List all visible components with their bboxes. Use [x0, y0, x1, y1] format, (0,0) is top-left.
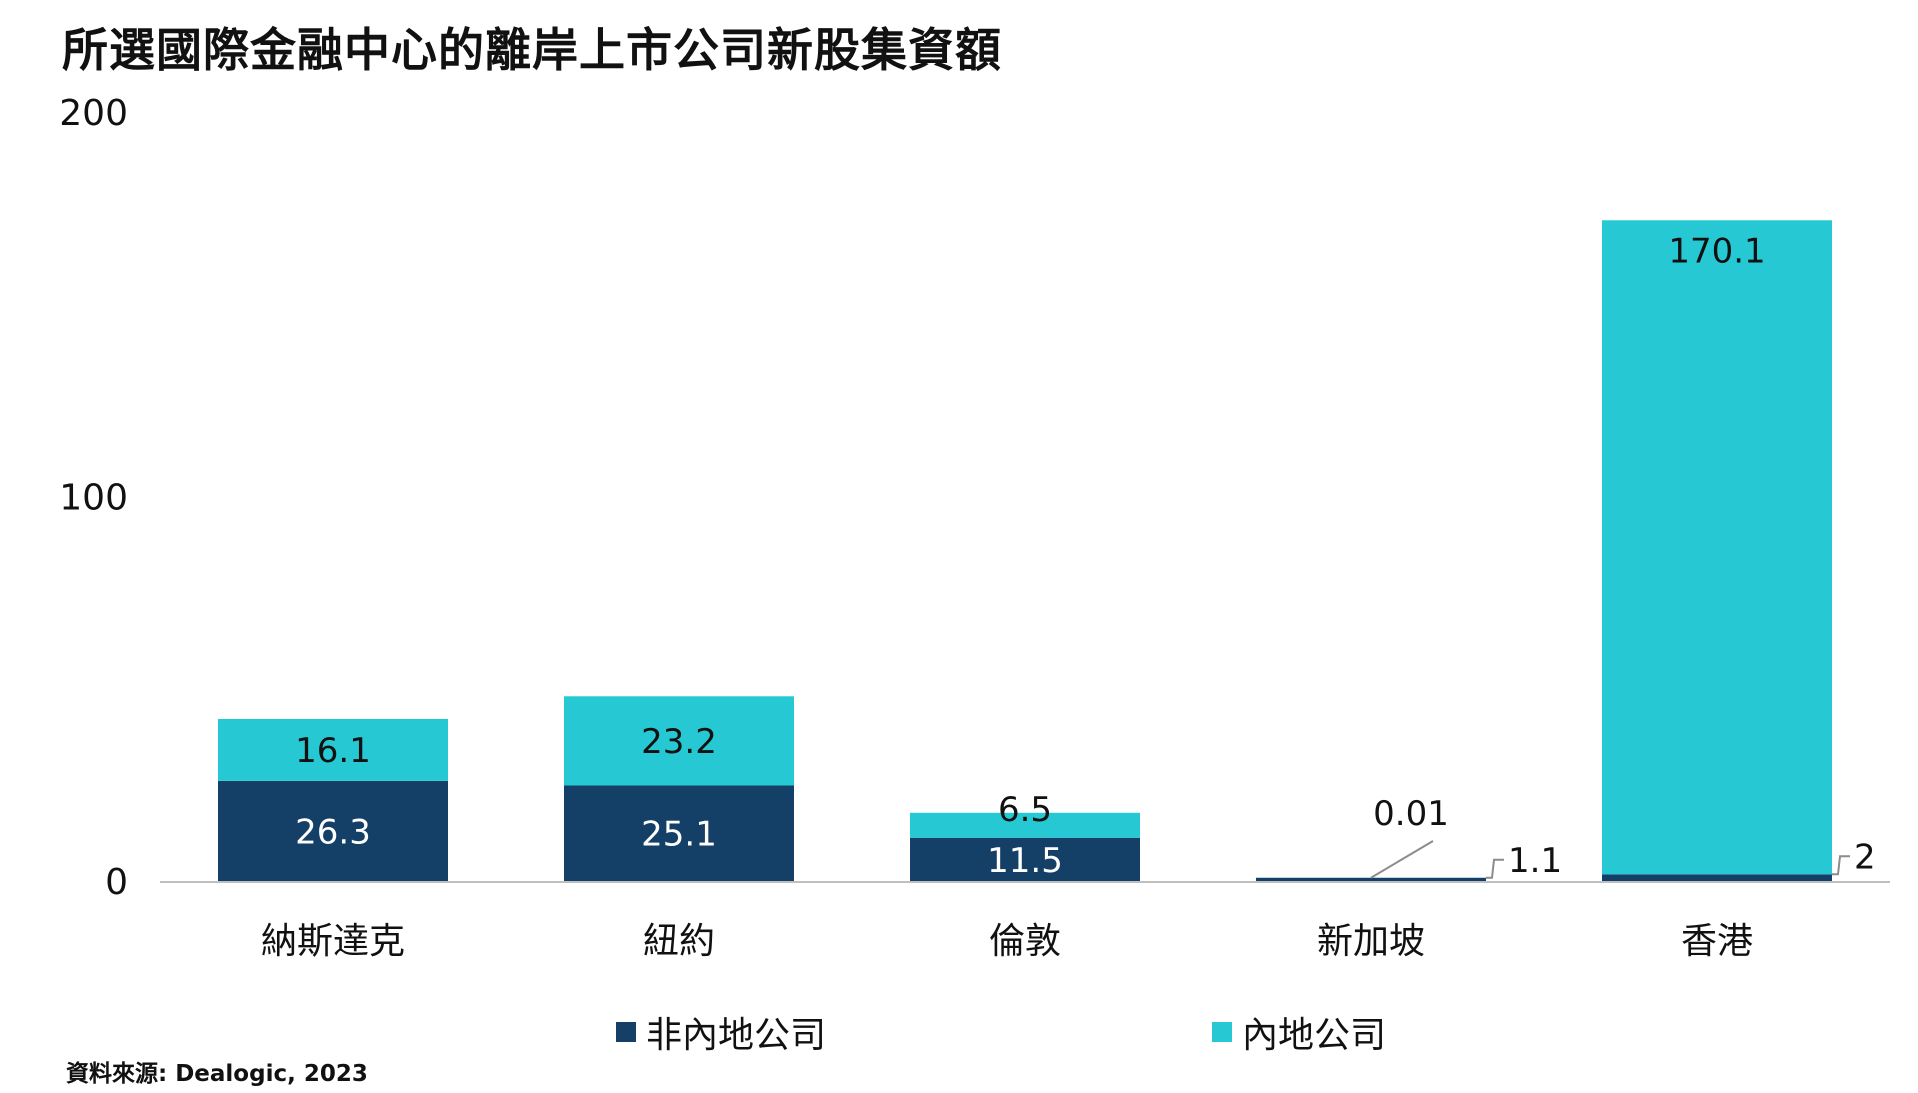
bar-group — [218, 220, 1832, 882]
y-tick-label: 0 — [105, 862, 128, 903]
bar-non-mainland — [910, 837, 1140, 882]
legend-label-mainland: 內地公司 — [1242, 1015, 1387, 1056]
x-tick-label: 納斯達克 — [261, 921, 405, 962]
leader-line — [1832, 855, 1850, 876]
legend-swatch-mainland — [1212, 1022, 1232, 1042]
data-label-mainland: 16.1 — [295, 731, 371, 771]
bar-mainland — [564, 696, 794, 786]
x-tick-label: 香港 — [1681, 921, 1753, 962]
bar-non-mainland — [564, 785, 794, 882]
x-axis-ticks: 納斯達克 紐約 倫敦 新加坡 香港 — [261, 921, 1753, 962]
legend-label-non-mainland: 非內地公司 — [646, 1015, 827, 1056]
chart-title: 所選國際金融中心的離岸上市公司新股集資額 — [62, 23, 1002, 77]
legend-item-mainland: 內地公司 — [1212, 1006, 1386, 1058]
bar-mainland — [1602, 220, 1832, 875]
y-axis-ticks: 0 100 200 — [59, 93, 128, 903]
data-label-mainland: 0.01 — [1373, 794, 1449, 834]
legend-swatch-non-mainland — [616, 1022, 636, 1042]
data-label-mainland: 170.1 — [1668, 231, 1765, 271]
data-label-non-mainland: 2 — [1854, 837, 1876, 877]
data-label-mainland: 23.2 — [641, 722, 717, 762]
legend-item-non-mainland: 非內地公司 — [616, 1006, 826, 1058]
x-tick-label: 新加坡 — [1317, 921, 1425, 962]
data-label-non-mainland: 1.1 — [1508, 841, 1562, 881]
y-tick-label: 200 — [59, 93, 128, 134]
data-label-non-mainland: 11.5 — [987, 841, 1063, 881]
data-label-non-mainland: 25.1 — [641, 815, 717, 855]
bar-mainland — [910, 812, 1140, 838]
leader-lines — [1370, 840, 1850, 879]
bar-mainland — [218, 718, 448, 781]
source-note: 資料來源: Dealogic, 2023 — [66, 1061, 368, 1087]
data-labels: 26.3 16.1 25.1 23.2 11.5 6.5 1.1 0.01 2 170.1 — [295, 231, 1875, 881]
leader-line — [1370, 840, 1434, 879]
x-tick-label: 紐約 — [643, 921, 715, 962]
bar-non-mainland — [1256, 877, 1486, 882]
bar-non-mainland — [1602, 874, 1832, 882]
y-tick-label: 100 — [59, 478, 128, 519]
data-label-non-mainland: 26.3 — [295, 812, 371, 852]
leader-line — [1486, 858, 1504, 879]
bar-non-mainland — [218, 780, 448, 882]
data-label-mainland: 6.5 — [998, 790, 1052, 830]
x-tick-label: 倫敦 — [989, 921, 1061, 962]
